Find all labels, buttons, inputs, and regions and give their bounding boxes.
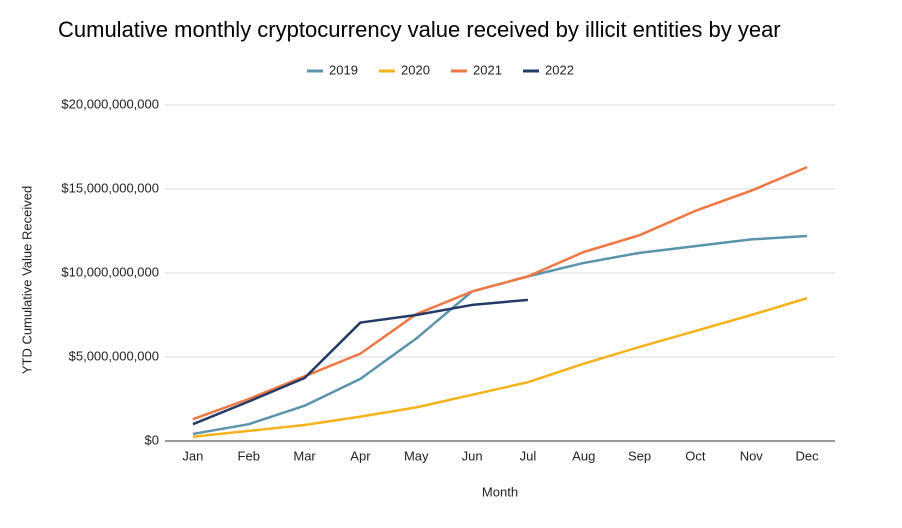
x-tick-label: Oct (685, 448, 706, 463)
x-axis-label: Month (482, 484, 518, 499)
series-line (192, 298, 529, 426)
chart-title: Cumulative monthly cryptocurrency value … (58, 17, 781, 42)
x-tick-label: Nov (740, 448, 764, 463)
y-tick-label: $10,000,000,000 (61, 264, 159, 279)
x-tick-label: Apr (350, 448, 371, 463)
x-tick-label: May (404, 448, 429, 463)
y-axis-label: YTD Cumulative Value Received (19, 186, 34, 374)
series-line (192, 166, 808, 421)
y-tick-label: $5,000,000,000 (69, 348, 159, 363)
y-tick-label: $15,000,000,000 (61, 180, 159, 195)
legend-label: 2022 (545, 62, 574, 77)
x-tick-label: Jan (182, 448, 203, 463)
x-tick-label: Dec (796, 448, 820, 463)
y-tick-label: $20,000,000,000 (61, 96, 159, 111)
x-tick-label: Mar (293, 448, 316, 463)
series-line (192, 297, 808, 439)
x-tick-label: Sep (628, 448, 651, 463)
y-tick-label: $0 (145, 432, 159, 447)
x-tick-label: Jul (520, 448, 537, 463)
legend-label: 2021 (473, 62, 502, 77)
x-tick-label: Aug (572, 448, 595, 463)
legend-label: 2020 (401, 62, 430, 77)
legend-label: 2019 (329, 62, 358, 77)
x-tick-label: Jun (462, 448, 483, 463)
x-tick-label: Feb (238, 448, 260, 463)
